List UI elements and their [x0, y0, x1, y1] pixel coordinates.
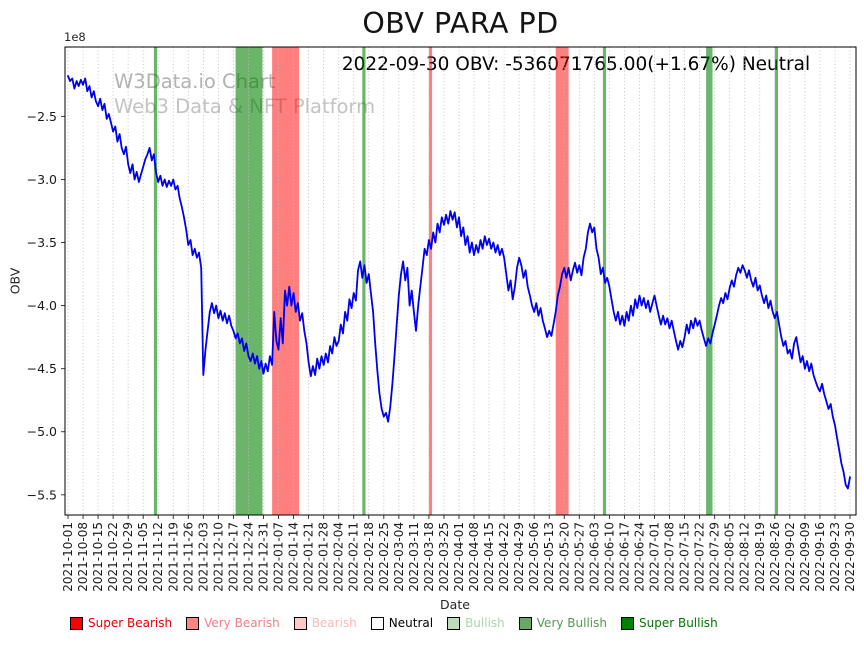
- x-tick-label: 2022-05-27: [572, 522, 586, 592]
- x-axis-label: Date: [440, 597, 470, 612]
- x-tick-label: 2022-03-25: [437, 522, 451, 592]
- legend-label: Bearish: [311, 616, 357, 630]
- y-tick-label: −3.5: [27, 235, 57, 250]
- x-tick-label: 2022-01-14: [287, 522, 301, 592]
- x-tick-label: 2022-09-30: [843, 522, 857, 592]
- legend-label: Very Bullish: [536, 616, 607, 630]
- signal-band-very-bearish: [272, 47, 299, 515]
- x-tick-label: 2021-12-17: [226, 522, 240, 592]
- legend-item-super-bearish: Super Bearish: [70, 616, 172, 630]
- obv-line: [67, 75, 851, 490]
- y-axis-offset-label: 1e8: [64, 30, 86, 44]
- legend-swatch-icon: [518, 616, 532, 630]
- x-tick-label: 2022-07-29: [708, 522, 722, 592]
- x-tick-label: 2022-04-01: [452, 522, 466, 592]
- legend-label: Neutral: [388, 616, 434, 630]
- legend-swatch-icon: [621, 616, 634, 630]
- x-tick-label: 2021-10-22: [106, 522, 120, 592]
- signal-band-very-bullish: [706, 47, 713, 515]
- legend-swatch-icon: [186, 616, 200, 630]
- signal-band-very-bearish: [555, 47, 569, 515]
- x-tick-label: 2022-01-28: [317, 522, 331, 592]
- signal-band-very-bullish: [774, 47, 778, 515]
- x-tick-label: 2021-12-10: [211, 522, 225, 592]
- x-tick-label: 2022-04-08: [467, 522, 481, 592]
- x-tick-label: 2022-06-24: [632, 522, 646, 592]
- y-tick-label: −3.0: [27, 172, 57, 187]
- x-tick-label: 2022-07-22: [693, 522, 707, 592]
- x-tick-label: 2021-11-19: [166, 522, 180, 592]
- x-tick-label: 2022-05-13: [542, 522, 556, 592]
- x-tick-label: 2022-02-18: [362, 522, 376, 592]
- x-tick-label: 2021-12-03: [196, 522, 210, 592]
- x-tick-label: 2022-03-04: [392, 522, 406, 592]
- x-tick-label: 2021-11-05: [136, 522, 150, 592]
- signal-legend: Super Bearish Very Bearish Bearish Neutral B…: [70, 616, 718, 630]
- x-tick-label: 2022-06-10: [602, 522, 616, 592]
- x-tick-label: 2022-01-21: [302, 522, 316, 592]
- legend-label: Super Bullish: [639, 616, 718, 630]
- x-tick-label: 2022-09-09: [798, 522, 812, 592]
- plot-border: [64, 46, 857, 516]
- y-tick-label: −2.5: [27, 109, 57, 124]
- y-tick-label: −4.0: [27, 298, 57, 313]
- legend-item-very-bullish: Very Bullish: [518, 616, 607, 630]
- signal-band-very-bullish: [362, 47, 366, 515]
- x-tick-label: 2022-08-26: [768, 522, 782, 592]
- x-tick-label: 2021-10-15: [91, 522, 105, 592]
- x-tick-label: 2021-12-31: [257, 522, 271, 592]
- x-tick-label: 2022-04-22: [497, 522, 511, 592]
- legend-item-bearish: Bearish: [293, 616, 357, 630]
- x-tick-label: 2022-08-19: [753, 522, 767, 592]
- x-tick-label: 2022-07-15: [678, 522, 692, 592]
- obv-reading-annotation: 2022-09-30 OBV: -536071765.00(+1.67%) Ne…: [341, 54, 811, 75]
- x-tick-label: 2022-07-01: [648, 522, 662, 592]
- chart-title: OBV PARA PD: [362, 7, 559, 40]
- x-tick-label: 2022-01-07: [272, 522, 286, 592]
- legend-label: Super Bearish: [88, 616, 173, 630]
- x-tick-label: 2022-06-03: [587, 522, 601, 592]
- x-tick-label: 2022-09-02: [783, 522, 797, 592]
- x-tick-label: 2022-05-20: [557, 522, 571, 592]
- legend-label: Very Bearish: [204, 616, 280, 630]
- x-tick-label: 2021-11-26: [181, 522, 195, 592]
- legend-item-super-bullish: Super Bullish: [621, 616, 718, 630]
- legend-item-very-bearish: Very Bearish: [186, 616, 280, 630]
- signal-band-very-bullish: [235, 47, 263, 515]
- x-tick-label: 2022-02-04: [332, 522, 346, 592]
- signal-band-very-bullish: [153, 47, 158, 515]
- x-tick-label: 2022-04-15: [482, 522, 496, 592]
- y-tick-label: −5.0: [27, 424, 57, 439]
- x-tick-label: 2022-08-12: [738, 522, 752, 592]
- x-tick-label: 2022-08-05: [723, 522, 737, 592]
- x-tick-label: 2021-12-24: [241, 522, 255, 592]
- x-tick-label: 2022-05-06: [527, 522, 541, 592]
- x-tick-label: 2022-02-11: [347, 522, 361, 592]
- y-tick-label: −4.5: [27, 361, 57, 376]
- x-tick-label: 2021-10-29: [121, 522, 135, 592]
- x-tick-label: 2022-09-23: [828, 522, 842, 592]
- x-tick-label: 2022-02-25: [377, 522, 391, 592]
- x-tick-label: 2021-10-08: [76, 522, 90, 592]
- y-tick-label: −5.5: [27, 487, 57, 502]
- legend-swatch-icon: [293, 616, 307, 630]
- x-tick-label: 2022-06-17: [617, 522, 631, 592]
- legend-swatch-icon: [370, 616, 384, 630]
- legend-label: Bullish: [465, 616, 505, 630]
- x-tick-label: 2022-04-29: [512, 522, 526, 592]
- legend-item-neutral: Neutral: [370, 616, 434, 630]
- x-tick-label: 2022-03-11: [407, 522, 421, 592]
- legend-swatch-icon: [70, 616, 83, 630]
- legend-item-bullish: Bullish: [447, 616, 505, 630]
- x-tick-label: 2022-03-18: [422, 522, 436, 592]
- x-tick-label: 2022-07-08: [663, 522, 677, 592]
- x-tick-label: 2021-10-01: [61, 522, 75, 592]
- legend-swatch-icon: [447, 616, 461, 630]
- x-tick-label: 2021-11-12: [151, 522, 165, 592]
- x-tick-label: 2022-09-16: [813, 522, 827, 592]
- signal-band-very-bearish: [428, 47, 433, 515]
